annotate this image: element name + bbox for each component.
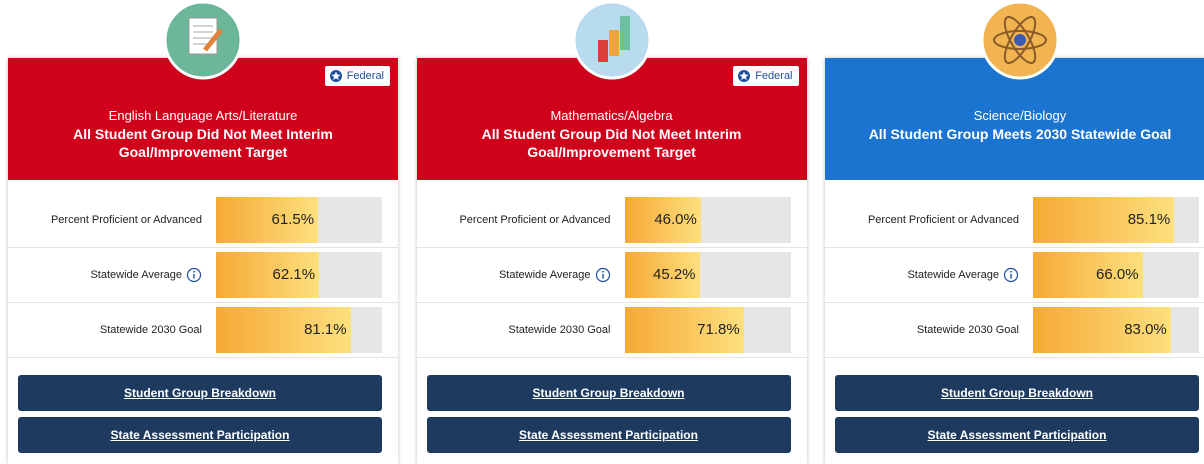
status: All Student Group Did Not Meet Interim G…	[73, 126, 333, 160]
card: English Language Arts/Literature All Stud…	[8, 0, 398, 464]
metric-row: Statewide 2030 Goal 81.1%	[8, 303, 398, 358]
card: Science/Biology All Student Group Meets 2…	[825, 0, 1204, 464]
metric-label-text: Statewide 2030 Goal	[508, 324, 611, 336]
subject-icon	[980, 0, 1060, 80]
card: Mathematics/Algebra All Student Group Did…	[416, 0, 807, 464]
button[interactable]: State Assessment Participation	[426, 417, 791, 453]
metric-label-text: Statewide Average	[498, 269, 591, 281]
subject: English Language Arts/Literature	[108, 108, 298, 123]
metric-label-text: Statewide 2030 Goal	[916, 324, 1019, 336]
bar	[216, 307, 351, 353]
metric-label: Percent Proficient or Advanced	[459, 193, 610, 247]
metric-row: Percent Proficient or Advanced 61.5%	[8, 193, 398, 248]
bar-value: 81.1%	[304, 321, 347, 338]
star-icon	[329, 70, 342, 82]
metric-label: Percent Proficient or Advanced	[51, 193, 202, 247]
metric-label: Statewide Average	[499, 248, 611, 302]
badge-text: Federal	[346, 70, 384, 82]
metric-label-text: Percent Proficient or Advanced	[50, 214, 202, 226]
metric-label: Percent Proficient or Advanced	[868, 193, 1019, 247]
bar-value: 62.1%	[272, 266, 316, 283]
bar	[1033, 252, 1143, 298]
badge: Federal	[733, 66, 799, 86]
metric-label-text: Statewide 2030 Goal	[99, 324, 202, 336]
button[interactable]: Student Group Breakdown	[18, 375, 382, 411]
bar-track: 66.0%	[1033, 252, 1199, 298]
bar-track: 71.8%	[624, 307, 791, 353]
bar-track: 62.1%	[216, 252, 382, 298]
bar-track: 85.1%	[1033, 197, 1199, 243]
metric-label: Statewide 2030 Goal	[100, 303, 202, 357]
star-icon	[738, 70, 751, 82]
bar	[216, 197, 319, 243]
metric-row: Percent Proficient or Advanced 85.1%	[825, 193, 1204, 248]
bar-value: 61.5%	[271, 211, 315, 228]
status: All Student Group Did Not Meet Interim G…	[481, 126, 742, 160]
bar-track: 45.2%	[624, 252, 791, 298]
bar-value: 45.2%	[652, 266, 696, 283]
metric-row: Statewide 2030 Goal 71.8%	[416, 303, 807, 358]
metric-label-text: Statewide Average	[907, 269, 999, 281]
metric-label: Statewide Average	[90, 248, 202, 302]
bar-track: 46.0%	[624, 197, 791, 243]
bar-track: 83.0%	[1033, 307, 1199, 353]
metric-row: Statewide 2030 Goal 83.0%	[825, 303, 1204, 358]
subject-icon	[572, 0, 651, 80]
metric-label-text: Percent Proficient or Advanced	[867, 214, 1019, 226]
button[interactable]: Student Group Breakdown	[426, 375, 791, 411]
bar	[624, 252, 700, 298]
metric-row: Statewide Average 66.0%	[825, 248, 1204, 303]
metric-label: Statewide Average	[907, 248, 1019, 302]
badge: Federal	[324, 66, 390, 86]
subject: Science/Biology	[973, 108, 1067, 123]
bar	[1033, 307, 1171, 353]
info-icon[interactable]	[595, 267, 611, 283]
bar-value: 83.0%	[1124, 321, 1167, 338]
bar-track: 81.1%	[216, 307, 382, 353]
button[interactable]: Student Group Breakdown	[835, 375, 1199, 411]
button[interactable]: State Assessment Participation	[835, 417, 1199, 453]
bar-value: 66.0%	[1096, 266, 1139, 283]
badge-text: Federal	[755, 70, 793, 82]
bar-value: 46.0%	[654, 211, 697, 228]
button[interactable]: State Assessment Participation	[18, 417, 382, 453]
subject: Mathematics/Algebra	[550, 108, 673, 123]
status: All Student Group Meets 2030 Statewide G…	[868, 126, 1172, 142]
metric-label-text: Statewide Average	[90, 269, 182, 281]
bar	[624, 197, 701, 243]
metric-row: Statewide Average 45.2%	[416, 248, 807, 303]
bar-value: 71.8%	[697, 321, 740, 338]
bar	[624, 307, 744, 353]
metric-row: Statewide Average 62.1%	[8, 248, 398, 303]
bar-value: 85.1%	[1127, 211, 1171, 228]
bar-track: 61.5%	[216, 197, 382, 243]
subject-icon	[163, 0, 243, 80]
info-icon[interactable]	[186, 267, 202, 283]
metric-row: Percent Proficient or Advanced 46.0%	[416, 193, 807, 248]
metric-label: Statewide 2030 Goal	[508, 303, 610, 357]
bar	[1033, 197, 1175, 243]
metric-label: Statewide 2030 Goal	[917, 303, 1019, 357]
metric-label-text: Percent Proficient or Advanced	[459, 214, 611, 226]
bar	[216, 252, 320, 298]
info-icon[interactable]	[1003, 267, 1019, 283]
